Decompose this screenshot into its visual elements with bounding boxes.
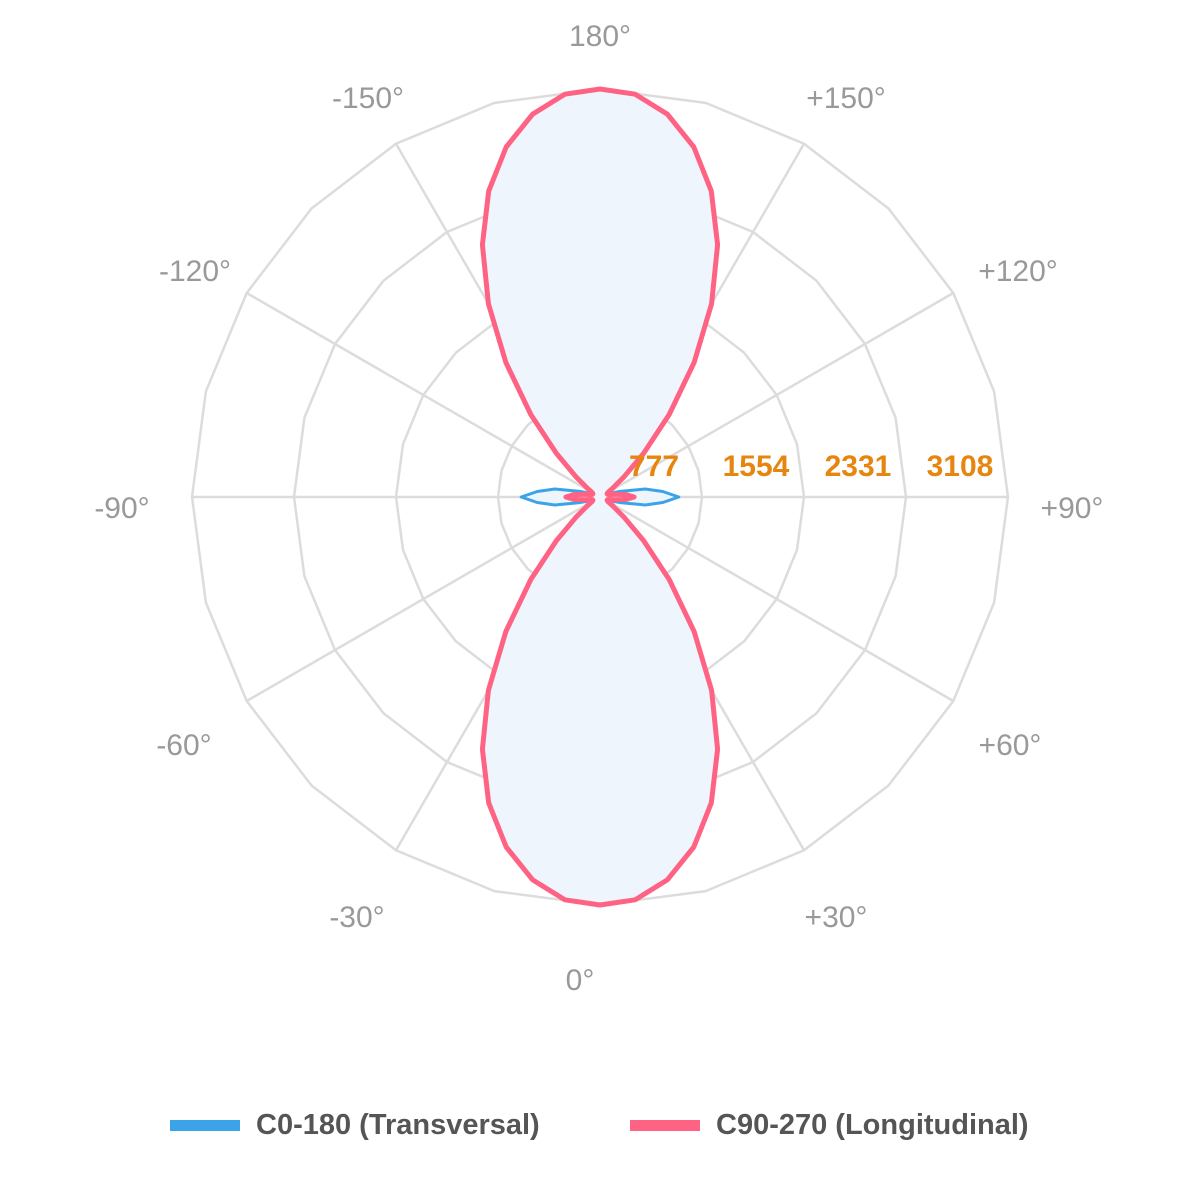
radial-tick-label-1: 777 bbox=[629, 450, 679, 483]
angle-label-90: +90° bbox=[1041, 492, 1104, 525]
legend-label-c0-180: C0-180 (Transversal) bbox=[256, 1108, 540, 1141]
polar-chart: 0° +30° +60° +90° +120° +150° 180° -150° -120° -9… bbox=[94, 20, 1103, 997]
grid-spoke-60 bbox=[599, 495, 954, 703]
angle-label--30: -30° bbox=[329, 901, 384, 934]
angle-label--60: -60° bbox=[156, 729, 211, 762]
angle-label-0: 0° bbox=[566, 964, 595, 997]
angle-label-120: +120° bbox=[978, 255, 1058, 288]
legend-swatch-c90-270 bbox=[630, 1119, 700, 1131]
legend-item-c90-270[interactable]: C90-270 (Longitudinal) bbox=[630, 1105, 1029, 1145]
angle-label--150: -150° bbox=[332, 82, 404, 115]
grid-spoke-240 bbox=[246, 291, 601, 499]
angle-label-150: +150° bbox=[806, 82, 886, 115]
legend: C0-180 (Transversal) C90-270 (Longitudin… bbox=[0, 1105, 1200, 1145]
angle-label-180: 180° bbox=[569, 20, 631, 53]
angle-label--120: -120° bbox=[159, 255, 231, 288]
label-layer: 0° +30° +60° +90° +120° +150° 180° -150° -120° -9… bbox=[94, 20, 1103, 997]
series-c90-270 bbox=[479, 86, 721, 908]
angle-label--90: -90° bbox=[94, 492, 149, 525]
legend-swatch-c0-180 bbox=[170, 1119, 240, 1131]
grid-spoke-120 bbox=[599, 291, 954, 499]
radial-tick-label-2: 1554 bbox=[723, 450, 790, 483]
grid-spoke-300 bbox=[246, 495, 601, 703]
angle-label-30: +30° bbox=[805, 901, 868, 934]
series-layer bbox=[479, 86, 721, 908]
legend-label-c90-270: C90-270 (Longitudinal) bbox=[716, 1108, 1029, 1141]
radial-tick-label-4: 3108 bbox=[927, 450, 994, 483]
angle-label-60: +60° bbox=[979, 729, 1042, 762]
radial-tick-label-3: 2331 bbox=[825, 450, 892, 483]
legend-item-c0-180[interactable]: C0-180 (Transversal) bbox=[170, 1105, 540, 1145]
